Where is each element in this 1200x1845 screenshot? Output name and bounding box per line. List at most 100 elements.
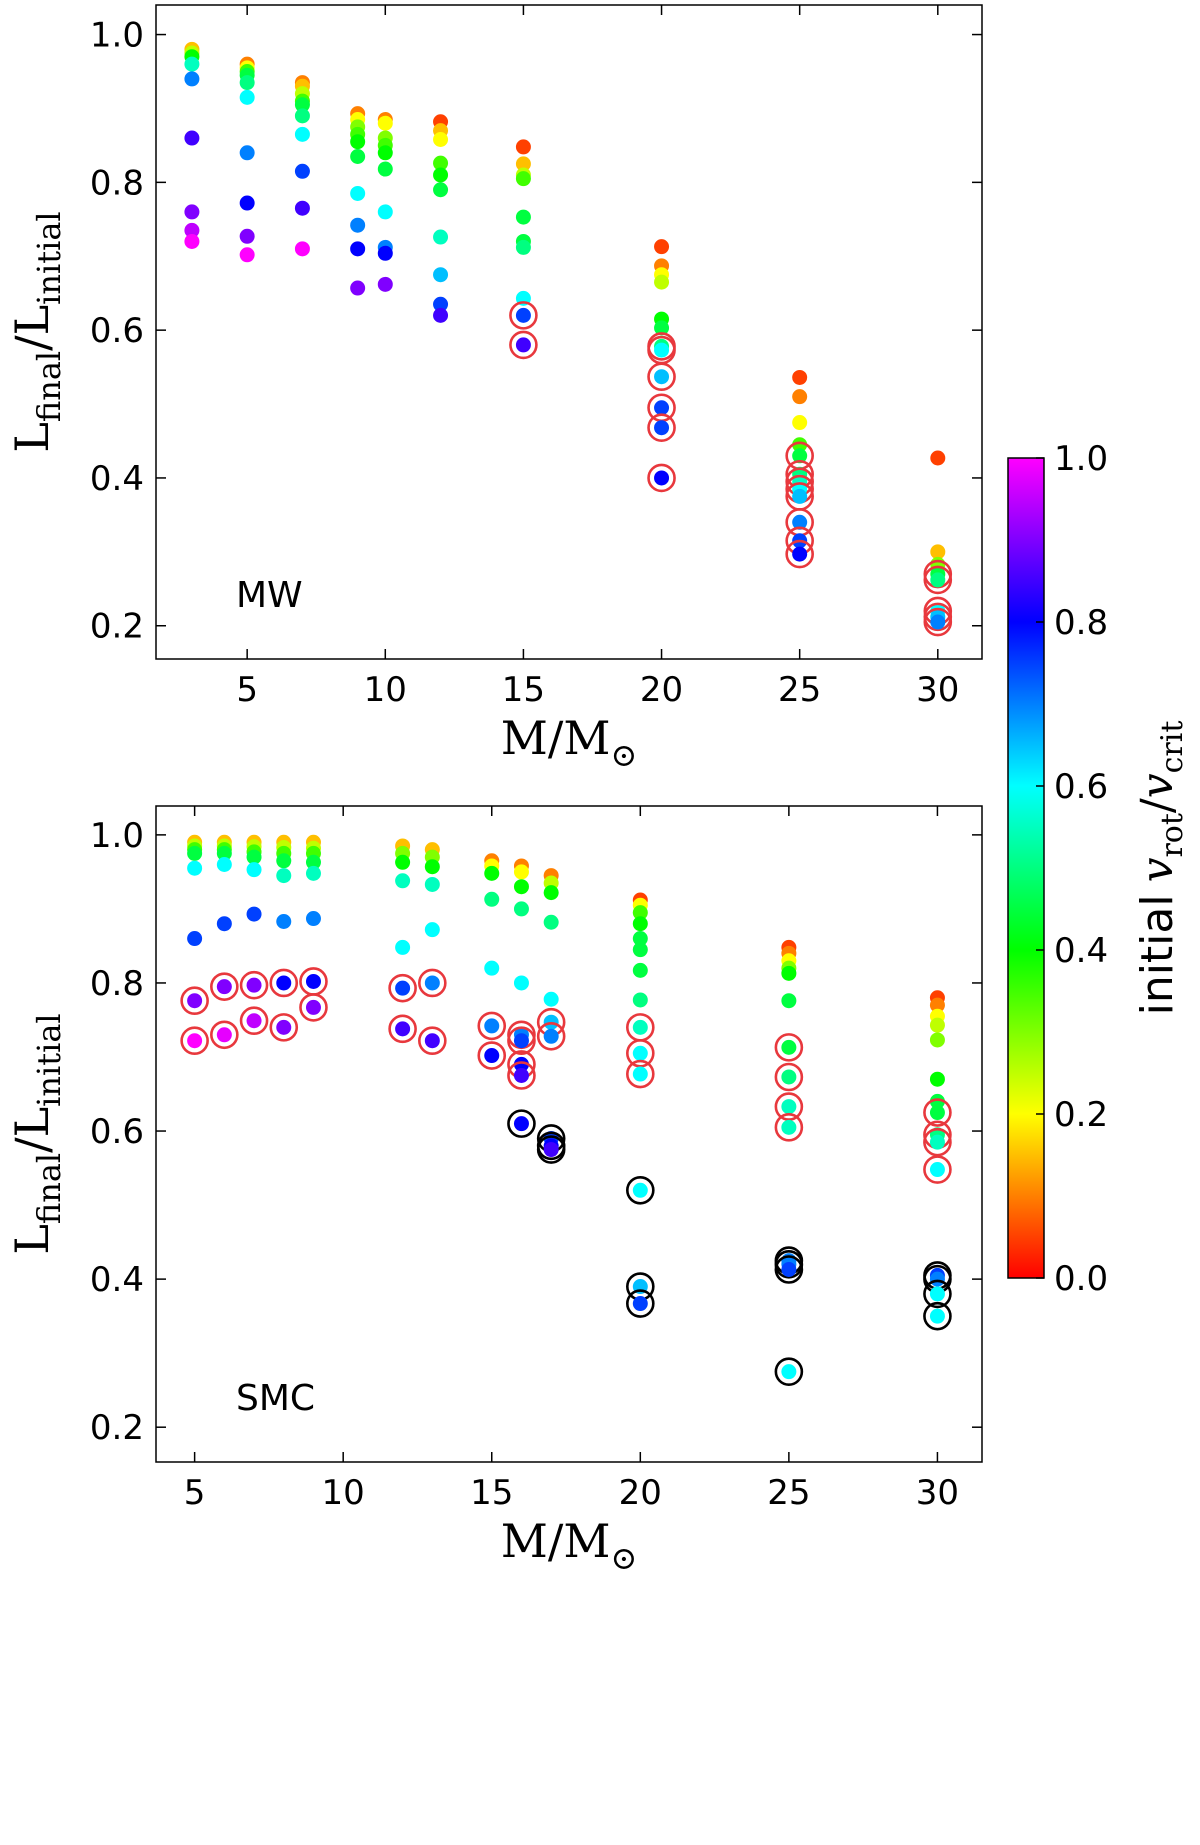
point xyxy=(395,980,411,996)
ring xyxy=(785,539,814,569)
point xyxy=(350,280,366,296)
colorbar-label-sub: rot xyxy=(1155,813,1190,857)
point xyxy=(515,156,531,172)
y-tick-label: 1.0 xyxy=(90,16,144,56)
point xyxy=(424,975,440,991)
colorbar-tick-label: 0.2 xyxy=(1054,1095,1108,1135)
point xyxy=(632,931,648,947)
point xyxy=(515,171,531,187)
point xyxy=(350,185,366,201)
ring xyxy=(647,413,676,442)
point xyxy=(543,914,559,930)
point xyxy=(184,130,200,146)
point xyxy=(276,914,292,930)
ring xyxy=(418,1026,447,1056)
point xyxy=(929,1162,945,1178)
point xyxy=(395,873,411,889)
point xyxy=(433,267,449,283)
point xyxy=(484,1048,500,1064)
ring xyxy=(507,1026,536,1056)
ring xyxy=(388,1014,417,1044)
point xyxy=(632,1019,648,1035)
point xyxy=(239,89,255,105)
point xyxy=(350,241,366,257)
ring xyxy=(923,1098,952,1127)
ring xyxy=(774,1092,804,1121)
point xyxy=(930,450,946,466)
point xyxy=(184,222,200,238)
point xyxy=(433,296,449,312)
ring xyxy=(180,986,209,1016)
point xyxy=(929,997,945,1013)
ring xyxy=(774,1255,804,1284)
ring xyxy=(477,1041,507,1070)
y-tick-label: 0.8 xyxy=(90,163,144,203)
point xyxy=(377,245,393,261)
point xyxy=(632,1045,648,1061)
ring xyxy=(923,1279,952,1309)
point xyxy=(543,885,559,901)
ring xyxy=(388,973,417,1003)
axes-frame xyxy=(155,805,983,1463)
point xyxy=(929,1032,945,1048)
point xyxy=(377,145,393,161)
point xyxy=(930,544,946,560)
point xyxy=(246,1013,262,1029)
point xyxy=(239,228,255,244)
point xyxy=(424,859,440,875)
y-tick-label: 0.8 xyxy=(90,964,144,1004)
ring xyxy=(923,1127,952,1157)
point xyxy=(781,1039,797,1055)
ring xyxy=(774,1357,804,1386)
point xyxy=(184,71,200,87)
ring xyxy=(507,1109,536,1138)
point xyxy=(350,148,366,164)
point xyxy=(377,276,393,292)
ring xyxy=(923,607,953,637)
point xyxy=(246,977,262,993)
colorbar-tick-label: 0.6 xyxy=(1054,767,1108,807)
point xyxy=(792,437,808,453)
x-tick-label: 30 xyxy=(916,1473,959,1513)
ring xyxy=(923,1301,952,1331)
point xyxy=(433,307,449,323)
point xyxy=(216,1027,232,1043)
point xyxy=(513,1068,529,1084)
point xyxy=(515,139,531,155)
point xyxy=(654,470,670,486)
x-tick-label: 5 xyxy=(236,670,258,710)
point xyxy=(929,1271,945,1287)
point xyxy=(632,1296,648,1312)
point xyxy=(781,965,797,981)
x-axis-label-sub: ⊙ xyxy=(610,736,637,774)
point xyxy=(513,864,529,880)
colorbar-tick-label: 0.4 xyxy=(1054,931,1108,971)
colorbar-label-sub: crit xyxy=(1155,721,1190,774)
point xyxy=(294,200,310,216)
point xyxy=(294,97,310,113)
point xyxy=(433,155,449,171)
point xyxy=(305,911,321,927)
point xyxy=(792,415,808,431)
point xyxy=(377,204,393,220)
ring xyxy=(269,968,299,998)
x-tick-label: 30 xyxy=(916,670,959,710)
point xyxy=(792,546,808,562)
ring xyxy=(774,1113,804,1142)
point xyxy=(654,400,670,416)
point xyxy=(484,1018,500,1034)
point xyxy=(276,853,292,869)
point xyxy=(632,1066,648,1082)
point xyxy=(654,369,670,385)
point xyxy=(632,962,648,978)
point xyxy=(929,1017,945,1033)
point xyxy=(294,163,310,179)
point xyxy=(187,931,203,947)
colorbar-label-var: v xyxy=(1132,773,1183,798)
point xyxy=(792,389,808,405)
point xyxy=(513,1116,529,1132)
point xyxy=(276,975,292,991)
point xyxy=(395,939,411,955)
point xyxy=(239,247,255,263)
x-axis-label-main: M/M xyxy=(501,711,611,765)
